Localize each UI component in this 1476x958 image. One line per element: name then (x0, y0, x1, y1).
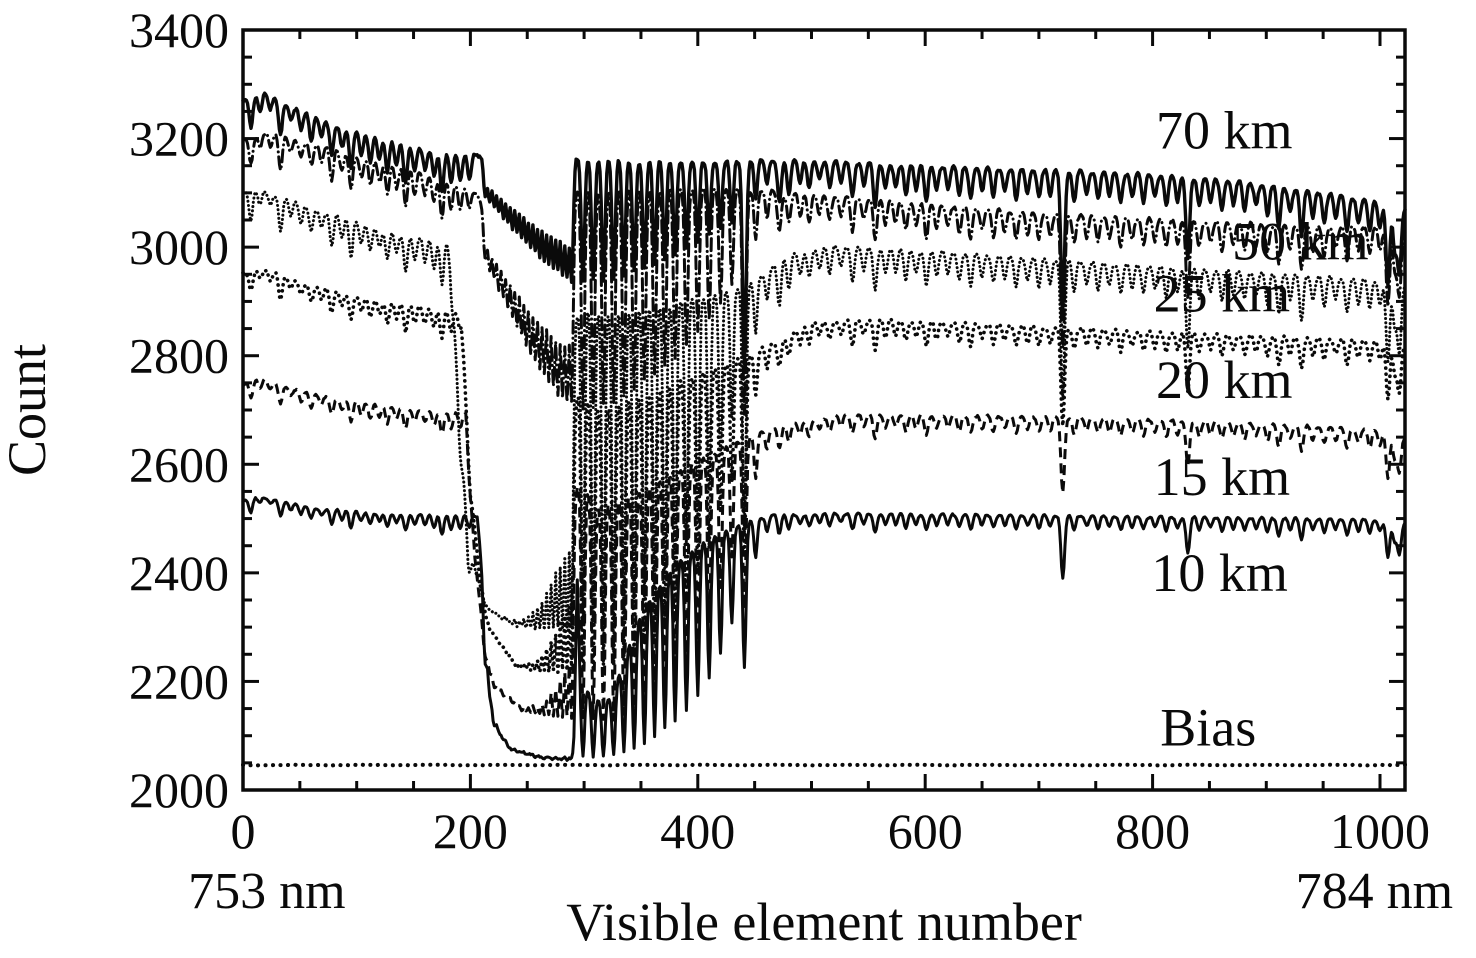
series-label-bias: Bias (1160, 698, 1256, 758)
curve-15km (242, 377, 1407, 722)
x-tick-label: 400 (660, 803, 735, 859)
series-label-15km: 15 km (1154, 447, 1291, 507)
y-tick-label: 2600 (129, 436, 229, 492)
y-axis-title: Count (0, 344, 57, 476)
curve-10km (241, 496, 1407, 762)
x-tick-label: 800 (1115, 803, 1190, 859)
curve-bias (241, 762, 1407, 768)
y-tick-label: 3400 (129, 2, 229, 58)
series-label-50km: 50 km (1232, 212, 1369, 272)
series-label-25km: 25 km (1154, 263, 1291, 323)
y-tick-label: 2200 (129, 653, 229, 709)
left-wavelength-label: 753 nm (188, 863, 345, 920)
right-wavelength-label: 784 nm (1296, 863, 1453, 920)
curve-70km (241, 91, 1407, 367)
x-tick-label: 0 (231, 803, 256, 859)
y-tick-label: 2000 (129, 762, 229, 818)
series-label-20km: 20 km (1156, 350, 1293, 410)
x-tick-label: 1000 (1330, 803, 1430, 859)
y-tick-label: 2800 (129, 328, 229, 384)
y-tick-label: 2400 (129, 545, 229, 601)
series-label-70km: 70 km (1156, 100, 1293, 160)
curve-20km (241, 268, 1407, 675)
x-axis-title: Visible element number (566, 892, 1082, 952)
y-tick-label: 3200 (129, 111, 229, 167)
curve-25km (241, 190, 1407, 632)
y-tick-label: 3000 (129, 219, 229, 275)
x-tick-label: 600 (888, 803, 963, 859)
curve-50km (241, 131, 1407, 416)
series-label-10km: 10 km (1151, 543, 1288, 603)
x-tick-label: 200 (433, 803, 508, 859)
